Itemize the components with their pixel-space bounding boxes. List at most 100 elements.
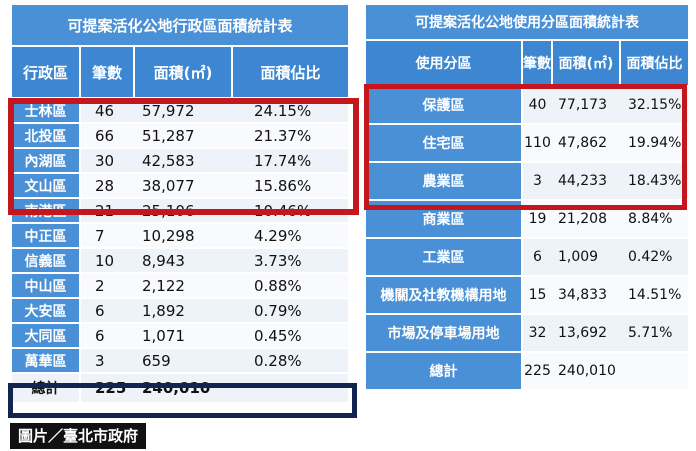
cell-share: 3.73% (232, 248, 349, 274)
cell-share: 19.94% (620, 124, 688, 163)
cell-area: 21,208 (552, 200, 620, 239)
table-row: 中正區 7 10,298 4.29% (12, 223, 349, 249)
cell-share: 24.15% (232, 98, 349, 124)
cell-area: 10,298 (134, 223, 232, 249)
cell-share: 0.88% (232, 273, 349, 299)
cell-area: 659 (134, 348, 232, 374)
row-label: 士林區 (12, 98, 81, 124)
cell-area: 42,583 (134, 148, 232, 174)
row-label: 文山區 (12, 173, 81, 199)
cell-area: 1,009 (552, 238, 620, 277)
cell-count: 3 (522, 162, 552, 201)
cell-count: 19 (522, 200, 552, 239)
table-title: 可提案活化公地行政區面積統計表 (12, 5, 349, 47)
total-row: 總計 225 240,010 (366, 352, 688, 391)
row-label: 商業區 (366, 200, 523, 239)
row-label: 內湖區 (12, 148, 81, 174)
column-header: 使用分區 (366, 40, 523, 87)
row-label: 大同區 (12, 323, 81, 349)
table-row: 南港區 21 25,106 10.46% (12, 198, 349, 224)
cell-area: 240,010 (552, 352, 620, 391)
row-label: 北投區 (12, 123, 81, 149)
cell-count: 28 (80, 173, 134, 199)
row-label: 機關及社教機構用地 (366, 276, 523, 315)
column-header: 面積佔比 (620, 40, 688, 87)
cell-share: 14.51% (620, 276, 688, 315)
cell-share: 4.29% (232, 223, 349, 249)
cell-share (232, 373, 349, 402)
cell-count: 3 (80, 348, 134, 374)
table-row: 商業區 19 21,208 8.84% (366, 200, 688, 239)
row-label: 住宅區 (366, 124, 523, 163)
table-row: 士林區 46 57,972 24.15% (12, 98, 349, 124)
cell-area: 51,287 (134, 123, 232, 149)
cell-share: 5.71% (620, 314, 688, 353)
table-row: 內湖區 30 42,583 17.74% (12, 148, 349, 174)
cell-count: 225 (522, 352, 552, 391)
cell-count: 225 (80, 373, 134, 402)
row-label: 農業區 (366, 162, 523, 201)
cell-share: 18.43% (620, 162, 688, 201)
cell-area: 34,833 (552, 276, 620, 315)
column-header: 筆數 (80, 46, 135, 99)
table-row: 市場及停車場用地 32 13,692 5.71% (366, 314, 688, 353)
cell-count: 6 (522, 238, 552, 277)
cell-count: 32 (522, 314, 552, 353)
table-title: 可提案活化公地使用分區面積統計表 (366, 5, 688, 41)
cell-share: 0.28% (232, 348, 349, 374)
cell-area: 47,862 (552, 124, 620, 163)
table-row: 文山區 28 38,077 15.86% (12, 173, 349, 199)
row-label: 中正區 (12, 223, 81, 249)
row-label: 總計 (12, 373, 81, 402)
cell-area: 38,077 (134, 173, 232, 199)
cell-share: 21.37% (232, 123, 349, 149)
cell-area: 13,692 (552, 314, 620, 353)
cell-count: 110 (522, 124, 552, 163)
row-label: 市場及停車場用地 (366, 314, 523, 353)
cell-area: 1,892 (134, 298, 232, 324)
row-label: 大安區 (12, 298, 81, 324)
cell-count: 10 (80, 248, 134, 274)
table-row: 保護區 40 77,173 32.15% (366, 86, 688, 125)
image-credit: 圖片／臺北市政府 (10, 423, 147, 449)
table-row: 農業區 3 44,233 18.43% (366, 162, 688, 201)
table-row: 萬華區 3 659 0.28% (12, 348, 349, 374)
cell-share: 0.42% (620, 238, 688, 277)
table-row: 工業區 6 1,009 0.42% (366, 238, 688, 277)
row-label: 南港區 (12, 198, 81, 224)
cell-share: 17.74% (232, 148, 349, 174)
table-row: 機關及社教機構用地 15 34,833 14.51% (366, 276, 688, 315)
cell-count: 40 (522, 86, 552, 125)
table-row: 大同區 6 1,071 0.45% (12, 323, 349, 349)
row-label: 中山區 (12, 273, 81, 299)
total-row: 總計 225 240,010 (12, 373, 349, 402)
cell-share: 15.86% (232, 173, 349, 199)
cell-area: 8,943 (134, 248, 232, 274)
row-label: 保護區 (366, 86, 523, 125)
table-row: 北投區 66 51,287 21.37% (12, 123, 349, 149)
column-header: 筆數 (522, 40, 553, 87)
cell-area: 44,233 (552, 162, 620, 201)
cell-count: 6 (80, 298, 134, 324)
cell-area: 57,972 (134, 98, 232, 124)
cell-share: 32.15% (620, 86, 688, 125)
cell-share: 8.84% (620, 200, 688, 239)
table-row: 住宅區 110 47,862 19.94% (366, 124, 688, 163)
cell-area: 77,173 (552, 86, 620, 125)
row-label: 工業區 (366, 238, 523, 277)
row-label: 信義區 (12, 248, 81, 274)
cell-area: 25,106 (134, 198, 232, 224)
row-label: 總計 (366, 352, 523, 391)
row-label: 萬華區 (12, 348, 81, 374)
column-header: 面積(㎡) (134, 46, 233, 99)
cell-count: 7 (80, 223, 134, 249)
table-row: 信義區 10 8,943 3.73% (12, 248, 349, 274)
cell-count: 46 (80, 98, 134, 124)
district-area-table: 可提案活化公地行政區面積統計表 行政區 筆數 面積(㎡) 面積佔比 士林區 46 5… (12, 5, 349, 402)
zoning-area-table: 可提案活化公地使用分區面積統計表 使用分區 筆數 面積(㎡) 面積佔比 保護區 4… (366, 5, 688, 391)
cell-count: 2 (80, 273, 134, 299)
cell-count: 21 (80, 198, 134, 224)
cell-share: 0.79% (232, 298, 349, 324)
cell-area: 240,010 (134, 373, 232, 402)
cell-count: 30 (80, 148, 134, 174)
